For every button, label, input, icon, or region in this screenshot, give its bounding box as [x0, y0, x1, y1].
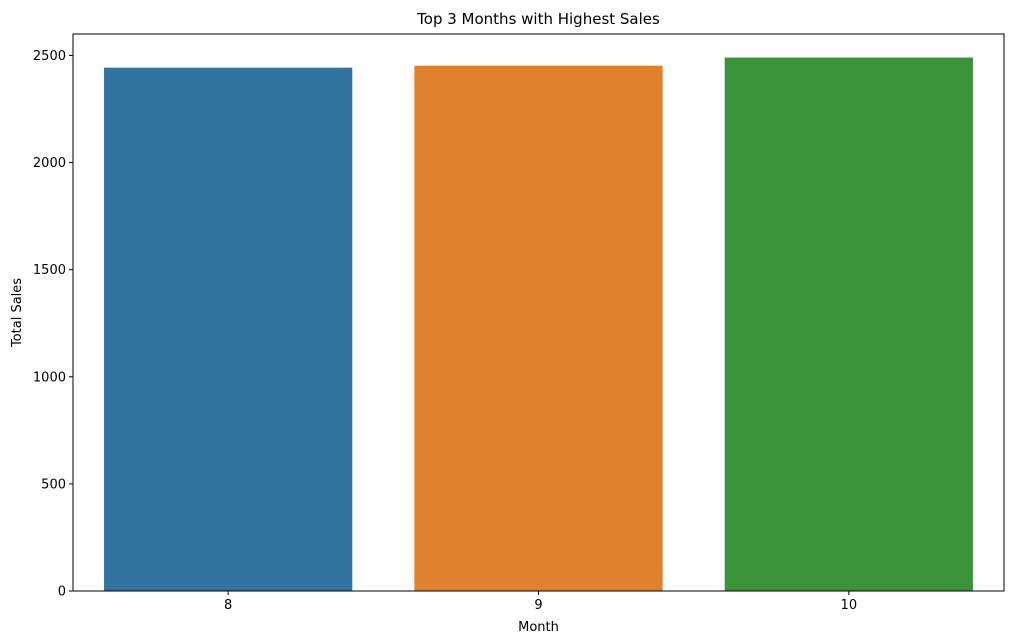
- y-axis-label: Total Sales: [10, 278, 25, 348]
- bar-month-8: [104, 67, 353, 592]
- bars-group: [104, 57, 973, 592]
- x-axis: 8 9 10: [224, 591, 857, 613]
- bar-month-10: [724, 57, 973, 592]
- y-tick-label: 0: [58, 585, 66, 600]
- x-tick-label: 9: [534, 598, 542, 613]
- y-axis: 0 500 1000 1500 2000 2500: [33, 49, 73, 600]
- y-tick-label: 1500: [33, 263, 66, 278]
- x-axis-label: Month: [518, 620, 559, 635]
- bar-month-9: [414, 65, 663, 591]
- y-tick-label: 1000: [33, 370, 66, 385]
- chart-title: Top 3 Months with Highest Sales: [416, 10, 660, 28]
- y-tick-label: 2000: [33, 156, 66, 171]
- x-tick-label: 8: [224, 598, 232, 613]
- y-tick-label: 500: [41, 477, 66, 492]
- x-tick-label: 10: [841, 598, 858, 613]
- y-tick-label: 2500: [33, 49, 66, 64]
